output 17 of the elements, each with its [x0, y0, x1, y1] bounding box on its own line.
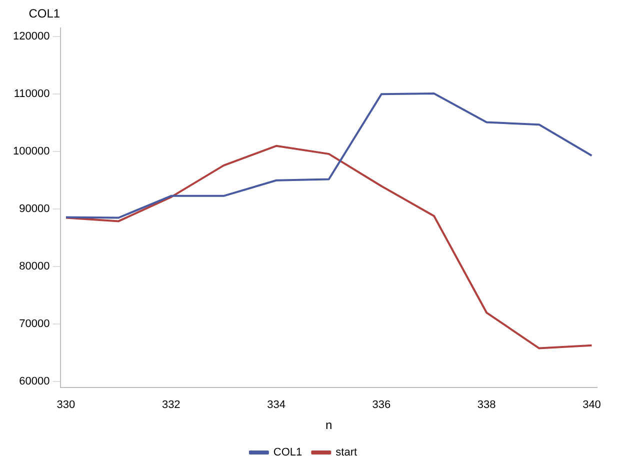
- y-tick-label: 80000: [19, 260, 50, 273]
- x-tick-label: 334: [267, 399, 286, 412]
- y-tick-label: 100000: [12, 146, 50, 158]
- x-axis-title: n: [326, 418, 332, 432]
- y-axis-title: COL1: [28, 6, 60, 20]
- legend-label: COL1: [273, 446, 302, 459]
- y-tick-label: 90000: [19, 203, 50, 216]
- x-tick-label: 332: [162, 399, 180, 412]
- x-tick-label: 338: [477, 399, 496, 412]
- y-tick-label: 60000: [19, 376, 50, 388]
- y-tick-label: 120000: [12, 30, 50, 43]
- y-tick-label: 70000: [19, 318, 50, 330]
- legend-label: start: [336, 446, 358, 459]
- x-tick-label: 336: [372, 399, 391, 412]
- x-tick-label: 340: [582, 399, 601, 412]
- y-tick-label: 110000: [14, 88, 50, 100]
- x-tick-label: 330: [56, 399, 76, 412]
